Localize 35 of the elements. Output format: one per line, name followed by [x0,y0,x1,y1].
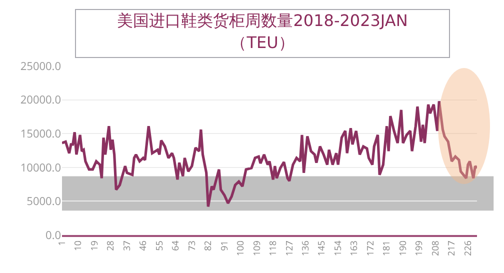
x-tick-label: 28 [104,240,117,251]
y-tick-label: 5000.0 [26,194,61,210]
y-tick-label: 15000.0 [20,126,61,142]
x-tick-label: 109 [250,240,263,256]
y-tick-label: 0.0 [46,228,61,243]
x-tick-label: 118 [266,240,280,256]
chart-title: 美国进口鞋类货柜周数量2018-2023JAN [116,10,409,32]
chart-subtitle: （TEU） [230,32,296,54]
y-tick-label: 25000.0 [20,58,61,74]
x-tick-label: 208 [428,240,442,256]
x-tick-label: 82 [201,240,214,251]
x-tick-label: 190 [396,240,409,256]
x-tick-label: 154 [330,240,344,256]
x-tick-label: 55 [152,240,166,251]
x-tick-label: 100 [234,240,247,256]
line-series [62,100,477,208]
x-tick-label: 181 [380,240,393,256]
x-tick-label: 10 [71,240,84,251]
x-tick-label: 217 [444,240,458,256]
x-tick-label: 226 [460,240,474,256]
y-tick-label: 20000.0 [20,92,61,108]
x-tick-label: 91 [217,240,230,251]
x-tick-label: 163 [347,240,360,256]
y-tick-label: 10000.0 [20,160,61,176]
x-tick-label: 64 [168,240,182,251]
x-tick-label: 145 [314,240,328,256]
x-tick-label: 46 [136,240,150,251]
x-tick-label: 172 [363,240,376,256]
x-tick-label: 37 [120,240,133,251]
x-tick-label: 127 [282,240,296,256]
x-tick-label: 19 [87,240,100,251]
x-tick-label: 199 [412,240,426,256]
x-tick-label: 136 [298,240,312,256]
x-tick-label: 73 [184,240,198,251]
x-tick-label: 1 [54,240,68,246]
